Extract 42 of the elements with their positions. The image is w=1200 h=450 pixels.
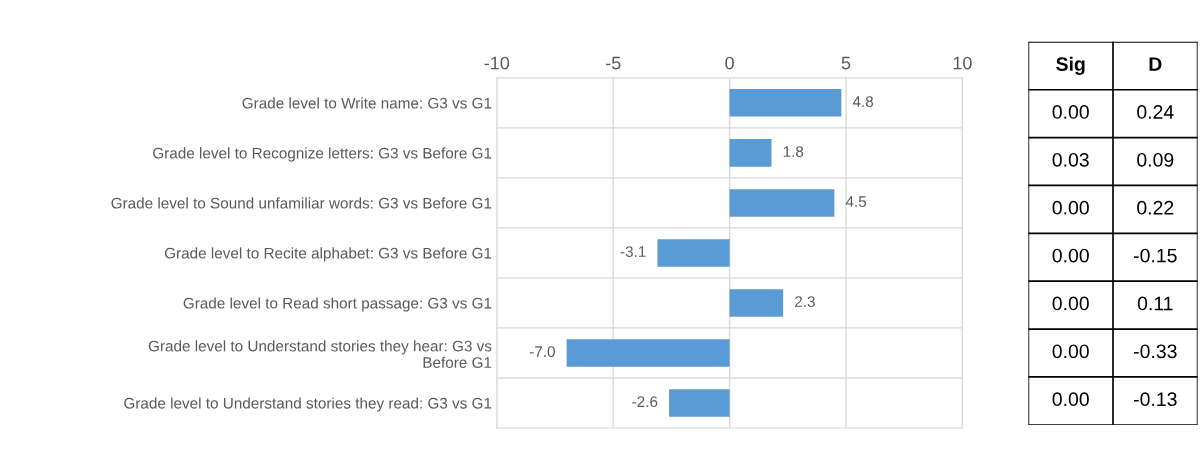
x-tick-label: -5 [605, 56, 621, 70]
text: 0.00 [1052, 105, 1089, 119]
y-tick-label: Grade level to Understand stories they read: G3 vs G1 [124, 397, 492, 412]
y-tick-label: Grade level to Write name: G3 vs G1 [242, 97, 492, 109]
text: -0.15 [1134, 248, 1177, 263]
y-tick-label: Grade level to Recite alphabet: G3 vs Before G1 [164, 247, 492, 262]
category-label: Sig [1056, 56, 1085, 75]
bar [729, 189, 835, 217]
x-tick-label: 0 [725, 56, 734, 70]
text: 0.22 [1137, 200, 1174, 215]
x-tick-label: -10 [484, 56, 510, 70]
x-tick-label: 10 [953, 56, 972, 70]
bar [657, 239, 730, 267]
text: 0.00 [1052, 200, 1089, 215]
text: 0.03 [1052, 152, 1089, 167]
data-label: -2.6 [632, 396, 658, 408]
text: -0.13 [1134, 392, 1177, 407]
y-tick-label: Grade level to Read short passage: G3 vs G1 [183, 297, 492, 312]
data-label: 2.3 [795, 296, 815, 308]
bar [669, 389, 730, 417]
bar [566, 339, 730, 367]
text: 0.24 [1137, 105, 1174, 119]
data-label: -7.0 [529, 346, 555, 358]
bar [729, 289, 784, 317]
y-tick-label: Grade level to Understand stories they hear: G3 vs Before G1 [148, 340, 492, 368]
data-label: 1.8 [783, 146, 804, 157]
text: 0.00 [1052, 248, 1089, 263]
text: -0.33 [1134, 344, 1177, 359]
bar [729, 89, 842, 117]
data-label: 4.8 [852, 96, 874, 107]
y-tick-label: Grade level to Sound unfamiliar words: G3 vs Before G1 [111, 197, 492, 209]
text: 0.09 [1137, 152, 1174, 167]
data-label: 4.5 [845, 196, 867, 207]
bar [729, 139, 772, 167]
text: 0.00 [1052, 296, 1089, 311]
text: 0.00 [1052, 392, 1089, 407]
text: 0.11 [1137, 296, 1173, 311]
text: 0.00 [1052, 344, 1089, 359]
y-tick-label: Grade level to Recognize letters: G3 vs Before G1 [153, 147, 492, 162]
category-label: D [1149, 57, 1162, 71]
x-tick-label: 5 [841, 56, 851, 70]
data-label: -3.1 [620, 246, 646, 257]
